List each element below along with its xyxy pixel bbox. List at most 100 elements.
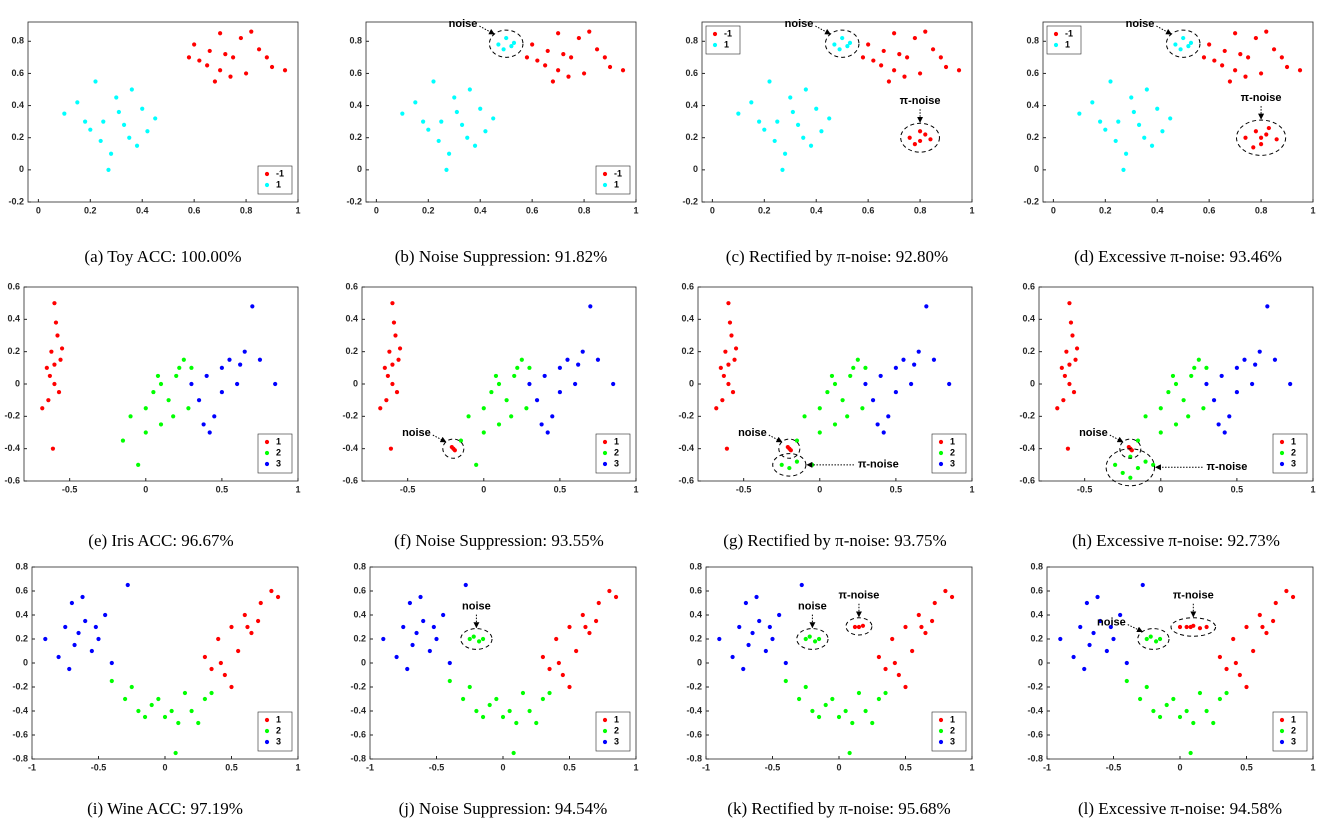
annotation-label: noise xyxy=(785,18,814,30)
point xyxy=(511,750,516,756)
legend-label: 1 xyxy=(950,436,955,446)
point xyxy=(128,414,133,419)
x-tick-label: 1 xyxy=(295,205,300,215)
point xyxy=(158,422,164,427)
y-tick-label: 0.2 xyxy=(689,633,702,643)
point xyxy=(143,406,148,411)
point xyxy=(832,42,837,47)
point xyxy=(1188,624,1193,630)
point xyxy=(390,301,395,306)
point xyxy=(242,612,247,618)
point xyxy=(129,684,134,690)
panel: 0 0.2 0.4 0.6 0.8 1-0.200.20.40.60.8-11(a) To… xyxy=(8,21,301,266)
point xyxy=(870,398,876,403)
point xyxy=(580,349,585,354)
point xyxy=(1297,68,1303,73)
point xyxy=(418,594,423,600)
point xyxy=(1082,666,1087,672)
point xyxy=(1272,357,1278,362)
point xyxy=(177,365,182,370)
point xyxy=(426,127,431,132)
point xyxy=(1288,381,1293,387)
panel: -0.5 0 0.5 1 -0.6 -0.4 -0.2 0 0.2 0.4 0.6 noise π-no… xyxy=(678,281,974,550)
point xyxy=(851,365,856,370)
x-tick-label: 1 xyxy=(633,205,638,215)
point xyxy=(881,48,886,54)
point xyxy=(52,362,57,367)
y-tick-label: 0.8 xyxy=(1026,36,1039,46)
y-tick-label: -0.6 xyxy=(4,475,20,485)
point xyxy=(155,373,161,379)
point xyxy=(242,349,247,354)
point xyxy=(1129,95,1134,100)
y-tick-label: 0 xyxy=(697,657,702,667)
panel: -1 -0.5 0 0.5 1 -0.8 -0.6 -0.4 -0.2 0 0.2 0.4 0.6 0.8… xyxy=(1027,561,1315,818)
legend-box xyxy=(705,25,741,55)
point xyxy=(156,696,161,702)
point xyxy=(723,349,728,354)
point xyxy=(106,167,111,172)
point xyxy=(943,588,948,594)
point xyxy=(726,381,731,387)
point xyxy=(474,708,479,714)
x-tick-label: 0 xyxy=(36,205,41,215)
point xyxy=(1108,79,1113,84)
point xyxy=(223,52,228,57)
point xyxy=(1084,600,1089,606)
caption: (k) Rectified by π-noise: 95.68% xyxy=(727,799,950,818)
legend-label: 3 xyxy=(614,736,619,746)
point xyxy=(1068,320,1074,325)
point xyxy=(819,129,824,134)
point xyxy=(749,100,754,105)
point xyxy=(757,618,762,624)
point xyxy=(741,666,746,672)
point xyxy=(714,406,719,411)
y-tick-label: -0.2 xyxy=(682,196,698,206)
point xyxy=(1204,381,1209,387)
point xyxy=(595,357,601,362)
y-tick-label: -0.6 xyxy=(1019,475,1035,485)
point xyxy=(40,406,45,411)
point xyxy=(823,702,828,708)
point xyxy=(1166,389,1171,395)
point xyxy=(917,138,923,144)
point xyxy=(573,381,578,387)
point xyxy=(483,129,488,134)
point xyxy=(1108,624,1113,630)
point xyxy=(732,357,737,362)
point xyxy=(1098,119,1103,124)
point xyxy=(535,58,540,63)
point xyxy=(467,636,472,642)
point xyxy=(923,132,928,137)
point xyxy=(550,79,556,84)
point xyxy=(850,720,855,726)
point xyxy=(481,430,486,435)
legend-label: 1 xyxy=(276,436,281,446)
point xyxy=(830,696,835,702)
point xyxy=(860,55,866,60)
point xyxy=(229,624,234,630)
y-tick-label: 0.4 xyxy=(11,100,24,110)
point xyxy=(209,690,214,696)
y-tick-label: 0.2 xyxy=(15,633,28,643)
point xyxy=(1173,422,1179,427)
point xyxy=(1168,116,1173,121)
point xyxy=(256,47,262,52)
point xyxy=(829,373,835,379)
point xyxy=(509,44,514,49)
x-tick-label: 0.2 xyxy=(422,205,435,215)
point xyxy=(493,373,499,379)
point xyxy=(794,438,800,443)
point xyxy=(881,430,886,435)
point xyxy=(1136,122,1142,127)
point xyxy=(876,654,882,660)
point xyxy=(783,660,788,666)
point xyxy=(907,135,912,140)
point xyxy=(49,349,54,354)
point xyxy=(478,106,483,111)
point xyxy=(1186,44,1191,49)
point xyxy=(480,636,486,642)
point xyxy=(607,588,612,594)
point xyxy=(394,389,400,395)
y-tick-label: -0.2 xyxy=(1023,196,1039,206)
